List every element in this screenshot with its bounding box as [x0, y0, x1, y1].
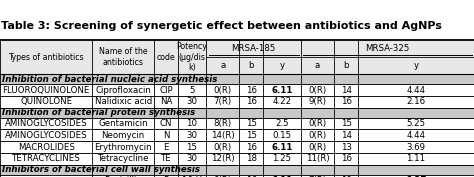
- Text: 8(R): 8(R): [214, 119, 232, 128]
- Text: Name of the
antibiotics: Name of the antibiotics: [99, 47, 147, 67]
- Text: TE: TE: [161, 154, 171, 163]
- Text: y: y: [413, 61, 419, 70]
- Text: Neomycin: Neomycin: [101, 131, 145, 140]
- Text: 0(R): 0(R): [309, 142, 327, 152]
- Text: 4.22: 4.22: [273, 97, 292, 106]
- Bar: [0, 74, 474, 84]
- Text: 3.69: 3.69: [406, 142, 426, 152]
- Text: QUINOLONE: QUINOLONE: [20, 97, 72, 106]
- Text: 18: 18: [246, 154, 257, 163]
- Bar: [0, 165, 474, 175]
- Text: 30: 30: [186, 154, 198, 163]
- Text: 11(R): 11(R): [306, 154, 329, 163]
- Text: 0(R): 0(R): [309, 86, 327, 95]
- Text: 0.15: 0.15: [273, 131, 292, 140]
- Text: a: a: [220, 61, 226, 70]
- Text: 19: 19: [341, 176, 351, 177]
- Text: FLUOROQUINOLONE: FLUOROQUINOLONE: [2, 86, 90, 95]
- Text: Table 3: Screening of synergetic effect between antibiotics and AgNPs: Table 3: Screening of synergetic effect …: [1, 21, 442, 31]
- Text: Gentamicin: Gentamicin: [99, 119, 148, 128]
- Text: 30: 30: [186, 97, 198, 106]
- Text: AMINOGLYCOSIDES: AMINOGLYCOSIDES: [5, 119, 88, 128]
- Text: 30: 30: [186, 131, 198, 140]
- Text: 16: 16: [246, 97, 257, 106]
- Text: 10 U: 10 U: [182, 176, 202, 177]
- Text: CIP: CIP: [159, 86, 173, 95]
- Text: 0(R): 0(R): [214, 86, 232, 95]
- Text: b: b: [248, 61, 254, 70]
- Text: Potency
(µg/dis
k): Potency (µg/dis k): [176, 42, 208, 72]
- Text: Types of antibiotics: Types of antibiotics: [9, 53, 84, 62]
- Text: y: y: [280, 61, 284, 70]
- Text: 0(R): 0(R): [309, 119, 327, 128]
- Text: 0(R): 0(R): [309, 131, 327, 140]
- Text: TETRACYCLINES: TETRACYCLINES: [12, 154, 81, 163]
- Text: Inhibition of bacterial nucleic acid synthesis: Inhibition of bacterial nucleic acid syn…: [2, 75, 218, 84]
- Text: 15: 15: [340, 119, 352, 128]
- Text: 7(R): 7(R): [309, 176, 327, 177]
- Text: 15: 15: [186, 142, 198, 152]
- Text: 5.25: 5.25: [406, 119, 426, 128]
- Text: Nalidixic acid: Nalidixic acid: [95, 97, 152, 106]
- Text: b: b: [343, 61, 349, 70]
- Text: 0(R): 0(R): [214, 142, 232, 152]
- Text: 15: 15: [246, 119, 257, 128]
- Text: N: N: [163, 131, 169, 140]
- Text: 14: 14: [340, 86, 352, 95]
- Text: 13: 13: [340, 142, 352, 152]
- Text: Penicillin: Penicillin: [104, 176, 142, 177]
- Text: Inhibitors of bacterial cell wall synthesis: Inhibitors of bacterial cell wall synthe…: [2, 165, 201, 174]
- Text: 16: 16: [246, 142, 257, 152]
- Text: 14: 14: [340, 131, 352, 140]
- Text: MACROLIDES: MACROLIDES: [18, 142, 74, 152]
- Text: 14(R): 14(R): [211, 131, 235, 140]
- Bar: [0, 108, 474, 118]
- Text: CN: CN: [160, 119, 172, 128]
- Text: MRSA-325: MRSA-325: [365, 44, 410, 53]
- Text: P: P: [164, 176, 168, 177]
- Text: 16: 16: [340, 97, 352, 106]
- Text: Inhibition of bacterial protein synthesis: Inhibition of bacterial protein synthesi…: [2, 108, 196, 117]
- Text: 1.11: 1.11: [406, 154, 426, 163]
- Text: 10: 10: [186, 119, 198, 128]
- Text: 15: 15: [246, 131, 257, 140]
- Text: Erythromycin: Erythromycin: [94, 142, 152, 152]
- Text: MRSA-185: MRSA-185: [231, 44, 276, 53]
- Text: code: code: [156, 53, 175, 62]
- Text: 7(R): 7(R): [214, 97, 232, 106]
- Text: 16: 16: [246, 176, 257, 177]
- Text: 6.37: 6.37: [405, 176, 427, 177]
- Text: 0(R): 0(R): [214, 176, 232, 177]
- Text: a: a: [315, 61, 320, 70]
- Text: AMINOGLYCOSIDES: AMINOGLYCOSIDES: [5, 131, 88, 140]
- Text: 2.5: 2.5: [275, 119, 289, 128]
- Text: 5: 5: [189, 86, 195, 95]
- Text: 9(R): 9(R): [309, 97, 327, 106]
- Text: 6.11: 6.11: [271, 142, 293, 152]
- Text: E: E: [163, 142, 169, 152]
- Text: Tetracycline: Tetracycline: [98, 154, 149, 163]
- Text: 4.44: 4.44: [406, 131, 426, 140]
- Text: 4.44: 4.44: [406, 86, 426, 95]
- Text: 16: 16: [246, 86, 257, 95]
- Text: 1.25: 1.25: [273, 154, 292, 163]
- Text: NA: NA: [160, 97, 172, 106]
- Text: 16: 16: [340, 154, 352, 163]
- Bar: [0, 40, 474, 74]
- Text: 6.11: 6.11: [271, 86, 293, 95]
- Text: Ciprofloxacin: Ciprofloxacin: [95, 86, 151, 95]
- Text: 2.16: 2.16: [406, 97, 426, 106]
- Text: 12(R): 12(R): [211, 154, 235, 163]
- Text: 6.11: 6.11: [271, 176, 293, 177]
